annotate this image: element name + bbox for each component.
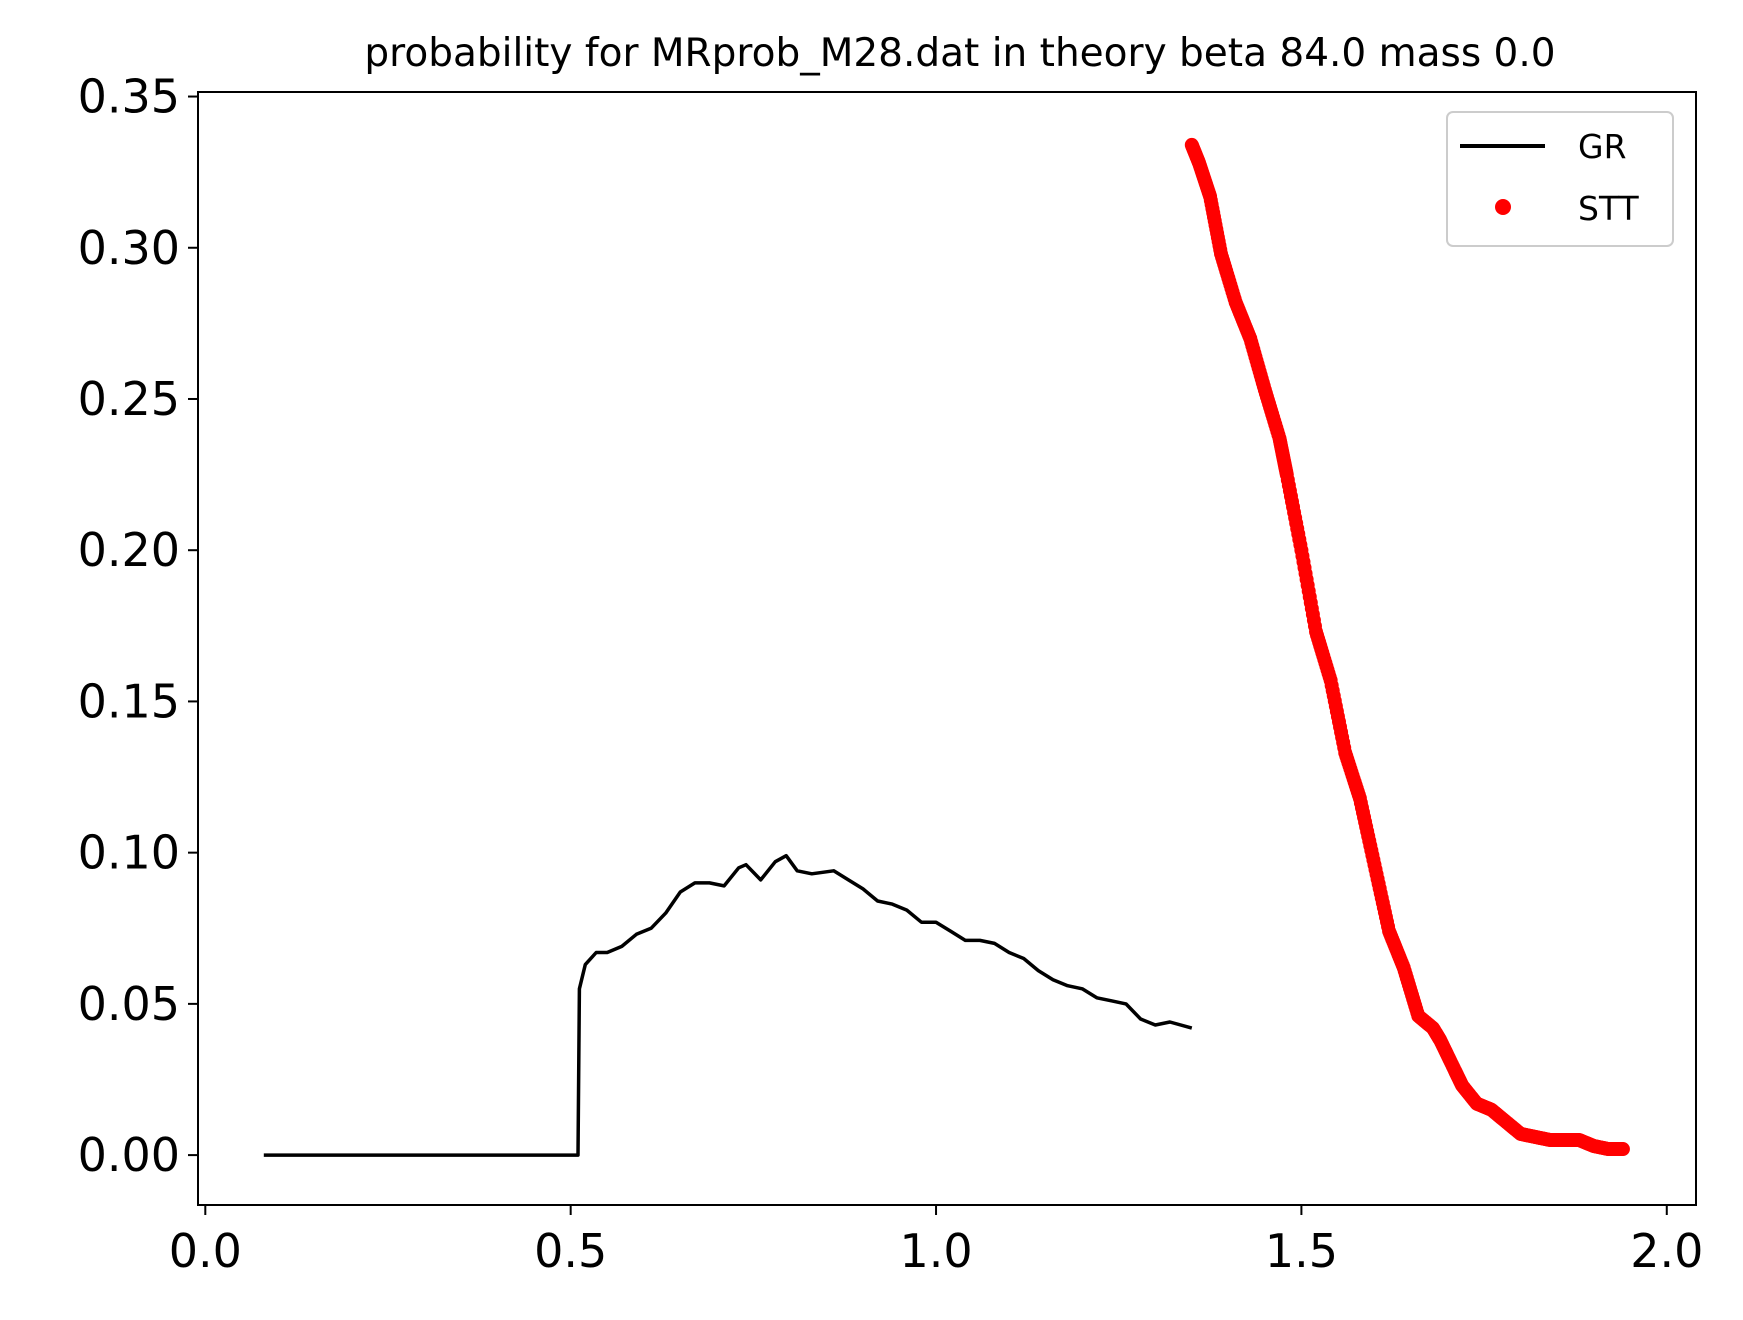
y-tick-label: 0.10 [78, 826, 180, 880]
legend-stt-label: STT [1578, 189, 1640, 228]
y-axis: 0.00 0.05 0.10 0.15 0.20 0.25 0.30 0.35 [78, 70, 198, 1182]
y-tick-label: 0.05 [78, 977, 180, 1031]
x-tick-label: 0.5 [534, 1224, 607, 1278]
legend-gr-label: GR [1578, 127, 1627, 166]
x-tick-label: 1.0 [899, 1224, 972, 1278]
y-tick-label: 0.20 [78, 523, 180, 577]
x-axis: 0.0 0.5 1.0 1.5 2.0 [169, 1205, 1703, 1278]
chart-title: probability for MRprob_M28.dat in theory… [364, 31, 1555, 76]
legend-box [1446, 111, 1674, 247]
series-layer [263, 137, 1630, 1157]
series-stt-points [1184, 137, 1630, 1157]
y-tick-label: 0.30 [78, 221, 180, 275]
axes-frame [197, 91, 1697, 1206]
y-tick-label: 0.35 [78, 70, 180, 124]
series-gr-line [263, 853, 1193, 1157]
x-tick-label: 2.0 [1630, 1224, 1703, 1278]
y-tick-label: 0.00 [78, 1128, 180, 1182]
legend: GR STT [1446, 111, 1674, 247]
series-stt-point [1615, 1142, 1630, 1157]
plot-area [197, 91, 1697, 1206]
x-tick-label: 0.0 [169, 1224, 242, 1278]
x-tick-label: 1.5 [1265, 1224, 1338, 1278]
legend-stt-swatch [1495, 199, 1511, 215]
y-tick-label: 0.25 [78, 372, 180, 426]
y-tick-label: 0.15 [78, 674, 180, 728]
